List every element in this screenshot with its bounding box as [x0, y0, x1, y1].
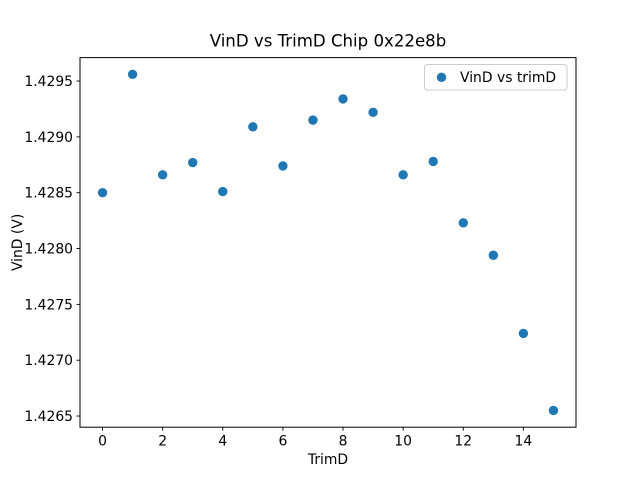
x-tick-label: 10 — [394, 434, 412, 450]
data-point — [428, 156, 438, 167]
x-axis-ticks: 0 2 4 6 8 10 12 14 — [98, 427, 532, 450]
legend-box — [424, 64, 568, 91]
data-point — [488, 250, 499, 260]
data-point — [248, 122, 258, 132]
y-tick-label: 1.4290 — [24, 130, 73, 146]
x-axis-label: TrimD — [307, 452, 348, 468]
data-point — [518, 328, 529, 339]
y-axis-ticks: 1.4265 1.4270 1.4275 1.4280 1.4285 1.4290 1.42… — [24, 74, 80, 425]
data-point — [548, 405, 559, 416]
chart-title: VinD vs TrimD Chip 0x22e8b — [210, 32, 447, 51]
data-point — [157, 170, 168, 180]
data-point — [338, 94, 348, 104]
data-point — [127, 69, 138, 80]
y-tick-label: 1.4280 — [24, 242, 73, 258]
data-point — [188, 157, 198, 168]
legend-marker-icon — [436, 72, 447, 83]
y-tick-label: 1.4275 — [24, 297, 73, 313]
y-axis-label: VinD (V) — [10, 214, 26, 271]
data-point — [368, 107, 378, 118]
data-point — [278, 161, 288, 171]
x-tick-label: 14 — [515, 434, 533, 450]
y-tick-label: 1.4295 — [24, 74, 73, 90]
x-tick-label: 2 — [158, 434, 167, 450]
data-point — [398, 170, 408, 180]
data-point — [308, 115, 318, 125]
plot-area — [79, 57, 577, 428]
x-tick-label: 4 — [218, 434, 227, 450]
x-tick-label: 0 — [98, 434, 107, 450]
legend: VinD vs trimD — [424, 64, 568, 91]
legend-label: VinD vs trimD — [460, 70, 556, 86]
data-point — [218, 186, 228, 197]
x-tick-label: 8 — [339, 434, 348, 450]
data-point — [97, 188, 108, 198]
data-points — [97, 69, 559, 416]
y-tick-label: 1.4270 — [24, 353, 73, 369]
x-tick-label: 6 — [278, 434, 287, 450]
y-tick-label: 1.4285 — [24, 186, 73, 202]
data-point — [458, 218, 468, 228]
y-tick-label: 1.4265 — [24, 409, 73, 425]
x-tick-label: 12 — [454, 434, 472, 450]
